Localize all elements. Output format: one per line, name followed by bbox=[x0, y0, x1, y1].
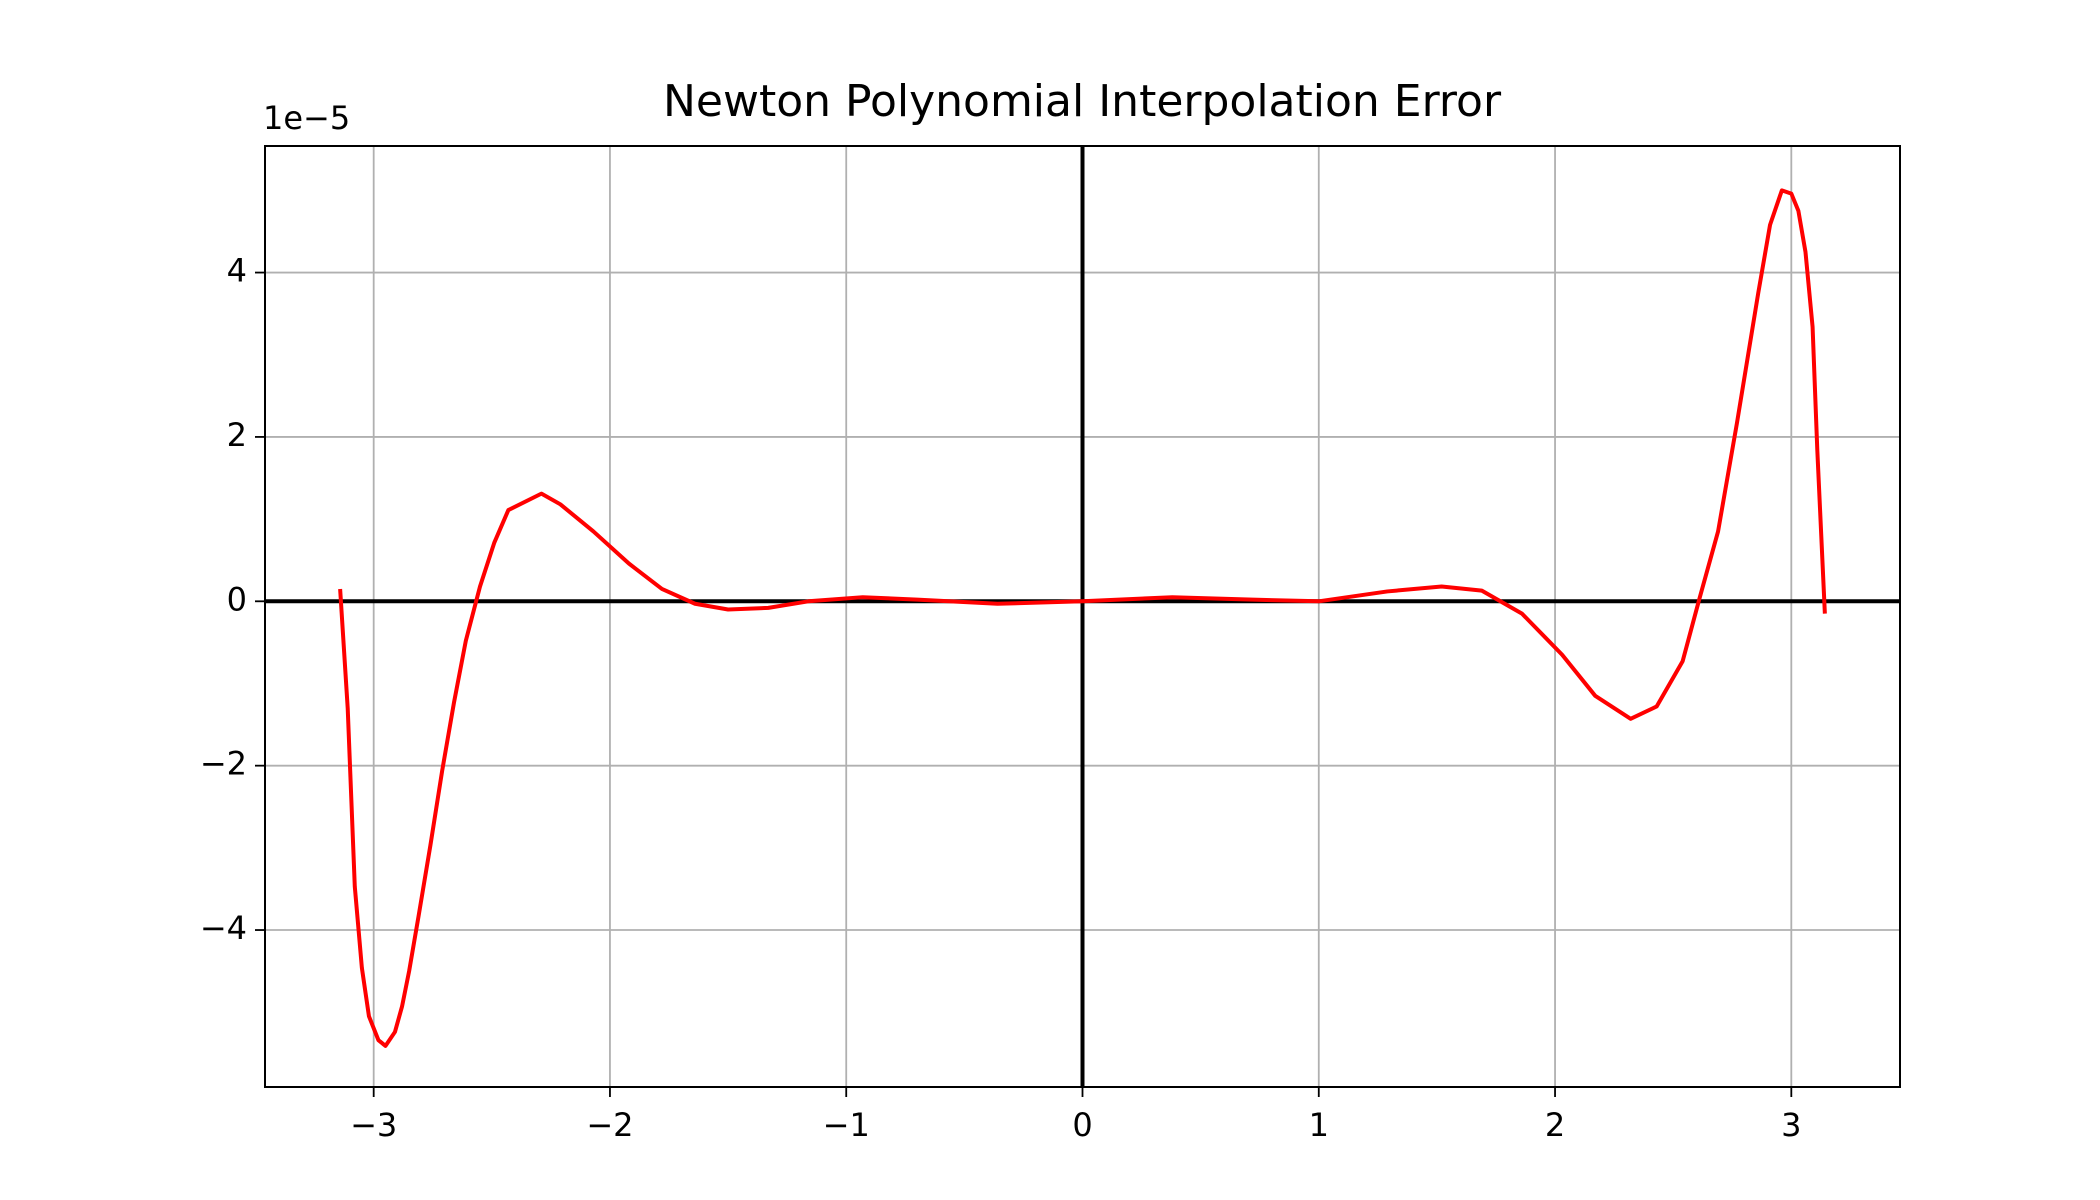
error-line bbox=[338, 188, 1827, 1048]
plot-frame bbox=[264, 145, 1901, 1088]
x-tick-label: −2 bbox=[586, 1106, 633, 1144]
chart-title: Newton Polynomial Interpolation Error bbox=[663, 76, 1502, 127]
y-offset-label: 1e−5 bbox=[263, 99, 350, 137]
y-tick-label: 0 bbox=[227, 580, 247, 618]
x-tick-label: 3 bbox=[1781, 1106, 1801, 1144]
y-tick-label: −2 bbox=[200, 745, 247, 783]
x-tick-label: 1 bbox=[1309, 1106, 1329, 1144]
x-tick-label: −1 bbox=[823, 1106, 870, 1144]
y-tick-label: −4 bbox=[200, 909, 247, 947]
x-tick-label: 2 bbox=[1545, 1106, 1565, 1144]
x-tick-label: 0 bbox=[1072, 1106, 1092, 1144]
x-tick-label: −3 bbox=[350, 1106, 397, 1144]
y-tick-label: 4 bbox=[227, 252, 247, 290]
y-tick-label: 2 bbox=[227, 416, 247, 454]
